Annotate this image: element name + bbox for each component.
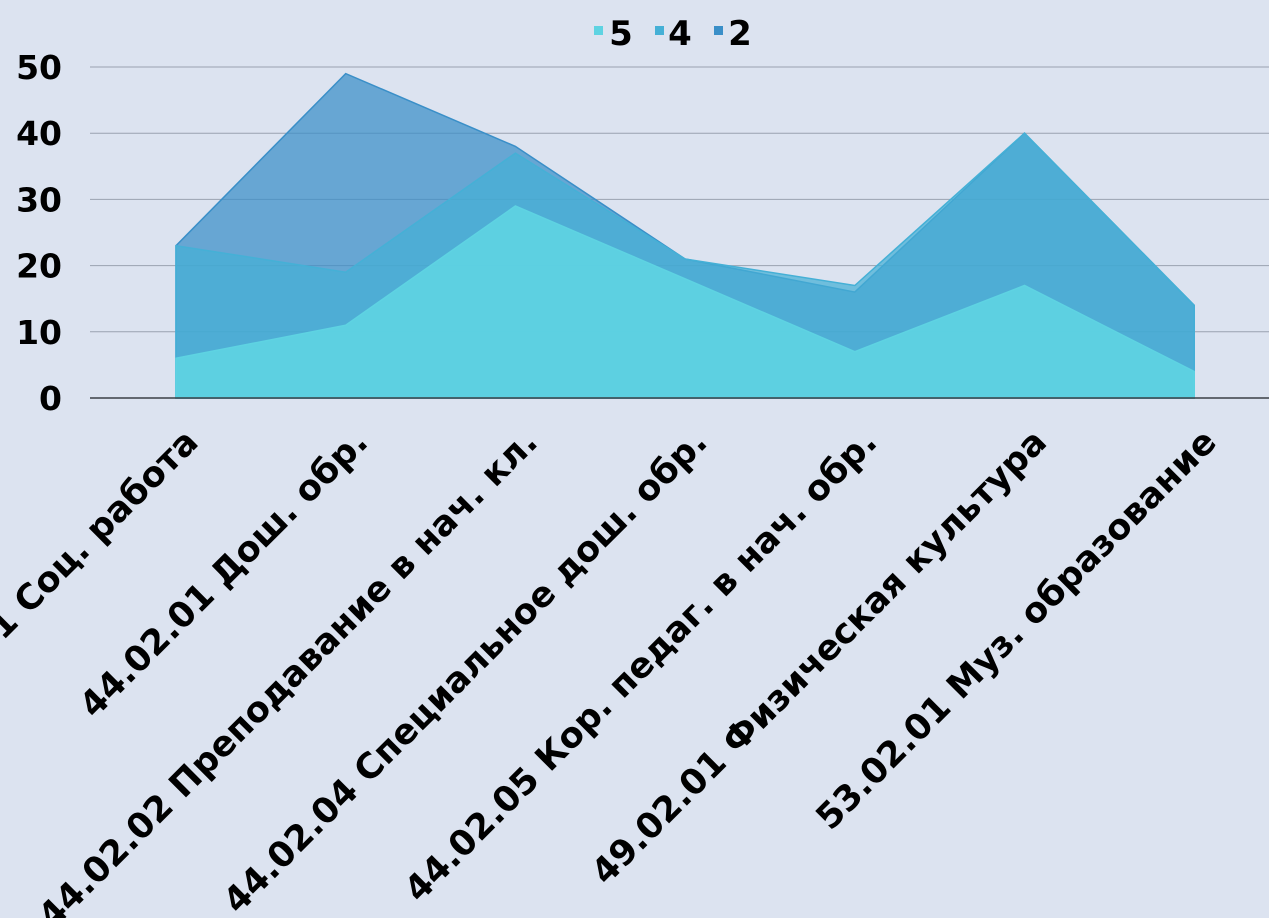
point-series-5-4 — [853, 350, 857, 354]
legend-marker-2 — [714, 26, 723, 35]
point-series-4-6 — [1192, 303, 1196, 307]
y-tick-label-10: 10 — [16, 313, 62, 352]
x-category-label-1: 44.02.01 Дош. обр. — [72, 422, 376, 726]
point-series-4-5 — [1023, 131, 1027, 135]
point-series-2-2 — [513, 144, 517, 148]
legend-marker-5 — [594, 26, 603, 35]
point-series-4-0 — [174, 244, 178, 248]
point-series-4-4 — [853, 284, 857, 288]
y-tick-label-0: 0 — [39, 379, 62, 418]
legend-label-4: 4 — [668, 14, 692, 54]
point-series-5-2 — [513, 204, 517, 208]
point-series-5-5 — [1023, 284, 1027, 288]
y-tick-label-30: 30 — [16, 180, 62, 219]
legend-label-2: 2 — [728, 14, 752, 54]
point-series-4-1 — [344, 270, 348, 274]
point-series-5-3 — [683, 277, 687, 281]
legend-label-5: 5 — [609, 14, 633, 54]
point-series-4-2 — [513, 151, 517, 155]
y-tick-label-40: 40 — [16, 114, 62, 153]
area-series-5 — [175, 205, 1195, 399]
point-series-2-1 — [344, 72, 348, 76]
point-series-5-0 — [174, 356, 178, 360]
y-tick-label-20: 20 — [16, 247, 62, 286]
legend-marker-4 — [655, 26, 664, 35]
point-series-5-6 — [1192, 370, 1196, 374]
y-tick-label-50: 50 — [16, 48, 62, 87]
point-series-4-3 — [683, 257, 687, 261]
series-areas — [174, 72, 1196, 399]
point-series-5-1 — [344, 323, 348, 327]
